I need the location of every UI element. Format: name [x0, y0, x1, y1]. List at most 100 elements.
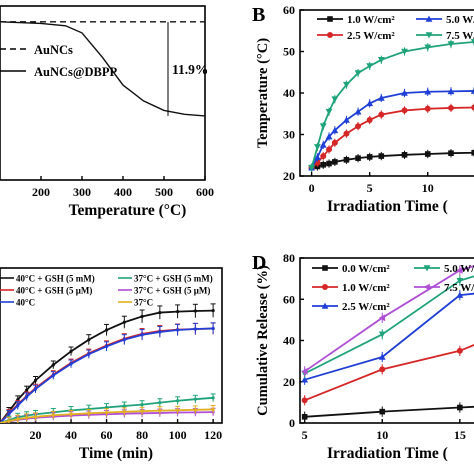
legend-item-b-1: 2.5 W/cm²	[317, 30, 395, 42]
panel-d: 5 10 15 0 20 40 60 80 Irradiation Time (Cumulati…	[252, 251, 474, 462]
data-point	[104, 328, 109, 332]
x-axis-label: Temperature (°C)	[69, 202, 187, 219]
x-tick-label: 10	[422, 181, 434, 195]
data-point	[456, 347, 463, 354]
series-1	[0, 21, 205, 117]
data-point	[331, 96, 339, 103]
x-tick-label: 400	[114, 185, 132, 199]
data-point	[366, 99, 374, 107]
x-axis-label: Irradiation Time (	[327, 198, 448, 215]
series-line	[310, 41, 474, 168]
data-point	[193, 408, 197, 412]
legend-item-c-0: 40°C + GSH (5 mM)	[0, 274, 95, 284]
data-point	[401, 107, 408, 114]
data-point	[193, 309, 197, 313]
legend-item-a-0: AuNCs	[0, 43, 73, 57]
legend-marker	[425, 15, 433, 22]
legend-item-c-3: 37°C + GSH (5 mM)	[118, 274, 213, 284]
data-point	[424, 105, 431, 112]
data-point	[319, 141, 327, 148]
legend-item-b-3: 7.5 W/cm²	[416, 30, 474, 42]
panel-label: D	[252, 252, 266, 274]
series-2	[308, 86, 474, 172]
data-point	[33, 415, 38, 419]
data-point	[69, 362, 73, 366]
data-point	[301, 414, 308, 420]
panel-label: B	[252, 4, 265, 26]
data-point	[320, 161, 327, 168]
series-5	[0, 405, 216, 423]
data-point	[424, 151, 431, 157]
data-point	[447, 87, 455, 95]
data-point	[331, 139, 338, 146]
y-tick-label: 40	[283, 86, 295, 100]
data-point	[158, 330, 162, 334]
data-point	[140, 402, 144, 407]
data-point	[33, 387, 38, 391]
series-line	[304, 265, 474, 373]
data-point	[211, 396, 215, 400]
data-point	[379, 366, 386, 373]
data-point	[301, 368, 308, 375]
data-point	[87, 338, 91, 342]
legend-item-d-1: 1.0 W/cm²	[312, 282, 390, 294]
data-point	[355, 123, 362, 130]
plot-area	[308, 37, 474, 172]
data-point	[378, 331, 386, 338]
data-point	[343, 81, 350, 89]
data-point	[325, 108, 333, 116]
legend-label: 2.5 W/cm²	[342, 301, 390, 313]
legend-item-d-0: 0.0 W/cm²	[312, 263, 390, 275]
series-0	[0, 303, 216, 423]
legend-item-d-3: 5.0 W/cm²	[414, 263, 474, 275]
y-tick-label: 80	[283, 251, 295, 265]
legend-marker	[425, 32, 433, 39]
legend-item-c-1: 40°C + GSH (5 μM)	[0, 286, 92, 296]
x-tick-label: 15	[454, 428, 466, 442]
data-point	[366, 154, 373, 160]
x-tick-label: 20	[30, 428, 42, 442]
data-point	[140, 333, 144, 337]
legend-label: 1.0 W/cm²	[342, 282, 390, 294]
data-point	[325, 133, 333, 140]
y-tick-label: 50	[283, 45, 295, 59]
data-point	[211, 407, 215, 412]
legend-label: 0.0 W/cm²	[342, 263, 390, 275]
plot-area	[0, 303, 216, 423]
data-point	[401, 48, 408, 55]
series-line	[304, 292, 474, 381]
legend-marker	[322, 265, 328, 271]
data-point	[211, 309, 215, 313]
data-point	[354, 70, 362, 77]
data-point	[25, 388, 29, 392]
data-point	[314, 144, 321, 151]
legend-label: 40°C	[16, 298, 35, 308]
data-point	[355, 155, 361, 161]
legend-label: 7.5 W/cm²	[446, 30, 474, 42]
data-point	[471, 104, 474, 111]
legend-marker	[321, 302, 329, 309]
legend-label: 5.0 W/cm²	[446, 14, 474, 26]
series-1	[301, 344, 474, 406]
series-line	[304, 405, 474, 418]
data-point	[122, 320, 126, 324]
series-0	[301, 402, 474, 422]
legend-label: 37°C + GSH (5 mM)	[134, 274, 213, 284]
data-point	[122, 338, 126, 342]
data-point	[378, 153, 385, 159]
x-tick-label: 100	[169, 428, 187, 442]
x-tick-label: 10	[376, 428, 388, 442]
data-point	[470, 39, 474, 46]
data-point	[308, 164, 316, 172]
x-axis-label: Irradiation Time (	[327, 445, 448, 462]
legend-label: 5.0 W/cm²	[444, 263, 474, 275]
data-point	[176, 408, 180, 412]
series-3	[308, 37, 474, 172]
data-point	[140, 314, 144, 319]
data-point	[51, 413, 55, 417]
legend-item-c-2: 40°C	[0, 298, 35, 308]
data-point	[456, 266, 463, 274]
data-point	[331, 126, 339, 134]
y-tick-label: 20	[283, 169, 295, 183]
y-axis-label: Temperature (°C)	[255, 38, 271, 148]
